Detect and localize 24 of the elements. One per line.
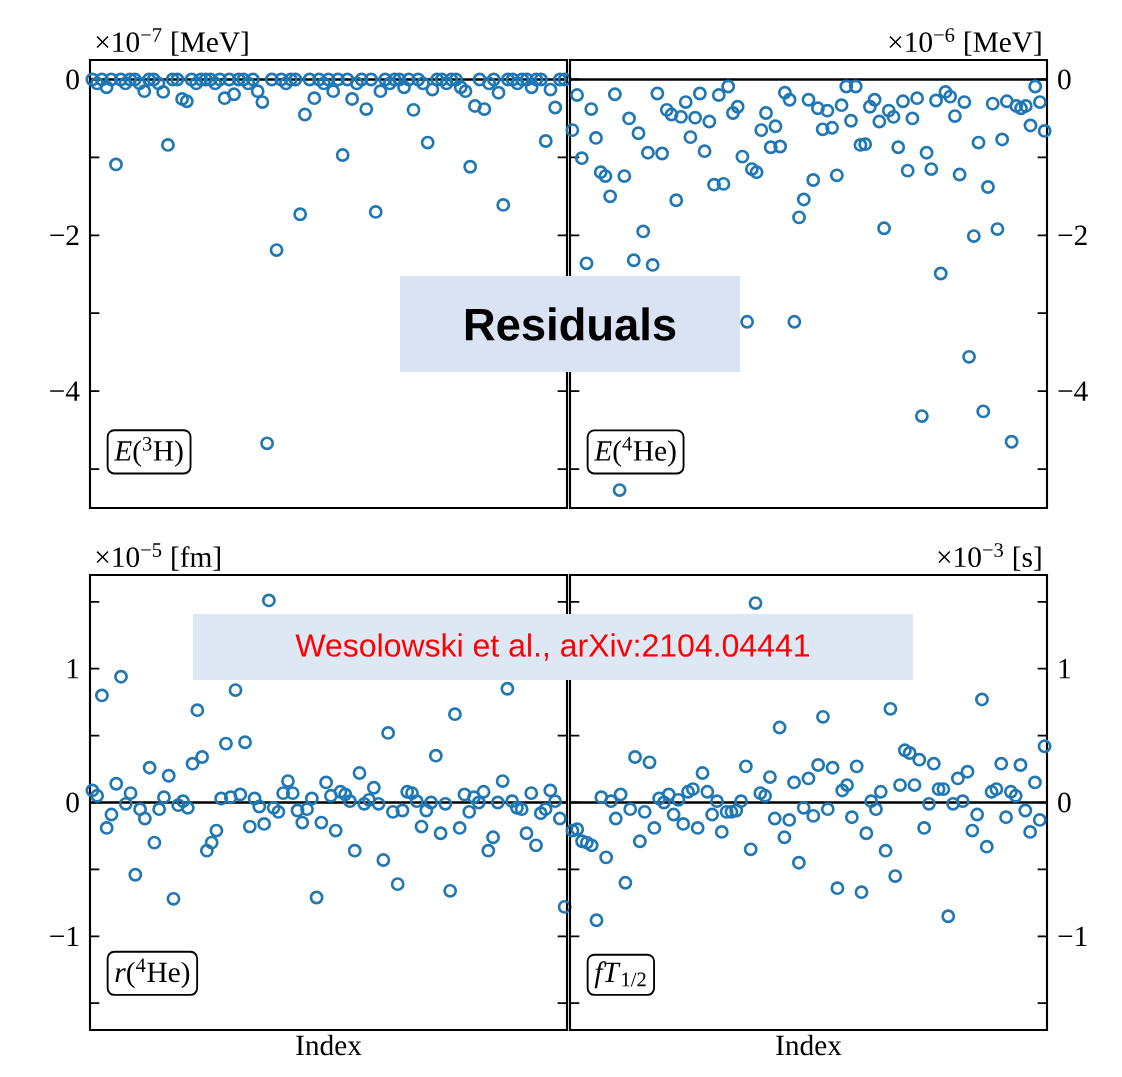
y-axis-title: ×10$^{−6}$ [MeV]: [889, 28, 1041, 56]
annotation: Residuals: [465, 307, 676, 341]
y-tick-label: 1: [1059, 658, 1070, 679]
text: E($^{3}$H): [113, 436, 183, 467]
y-tick-label: −1: [1058, 926, 1087, 946]
y-axis-title: ×10$^{−7}$ [MeV]: [96, 28, 248, 56]
text: fT$_{1/2}$: [594, 961, 646, 989]
y-tick-label: −4: [1058, 381, 1088, 401]
y-tick-label: −1: [50, 926, 79, 946]
y-axis-title: ×10$^{−5}$ [fm]: [96, 543, 220, 571]
y-tick-label: 0: [1058, 792, 1071, 813]
y-tick-label: 0: [66, 69, 79, 90]
y-tick-label: −2: [1058, 225, 1087, 246]
x-axis-title: Index: [776, 1034, 842, 1056]
y-tick-label: −4: [50, 381, 80, 401]
y-tick-label: 0: [66, 792, 79, 813]
y-axis-title: ×10$^{−3}$ [s]: [938, 543, 1041, 571]
x-axis-title: Index: [296, 1034, 362, 1056]
text: r($^{4}$He): [115, 958, 190, 989]
y-tick-label: 1: [67, 658, 79, 679]
text: E($^{4}$He): [593, 437, 676, 467]
y-tick-label: 0: [1058, 69, 1071, 90]
y-tick-label: −2: [50, 225, 79, 246]
annotation: Wesolowski et al., arXiv:2104.04441: [295, 633, 809, 661]
